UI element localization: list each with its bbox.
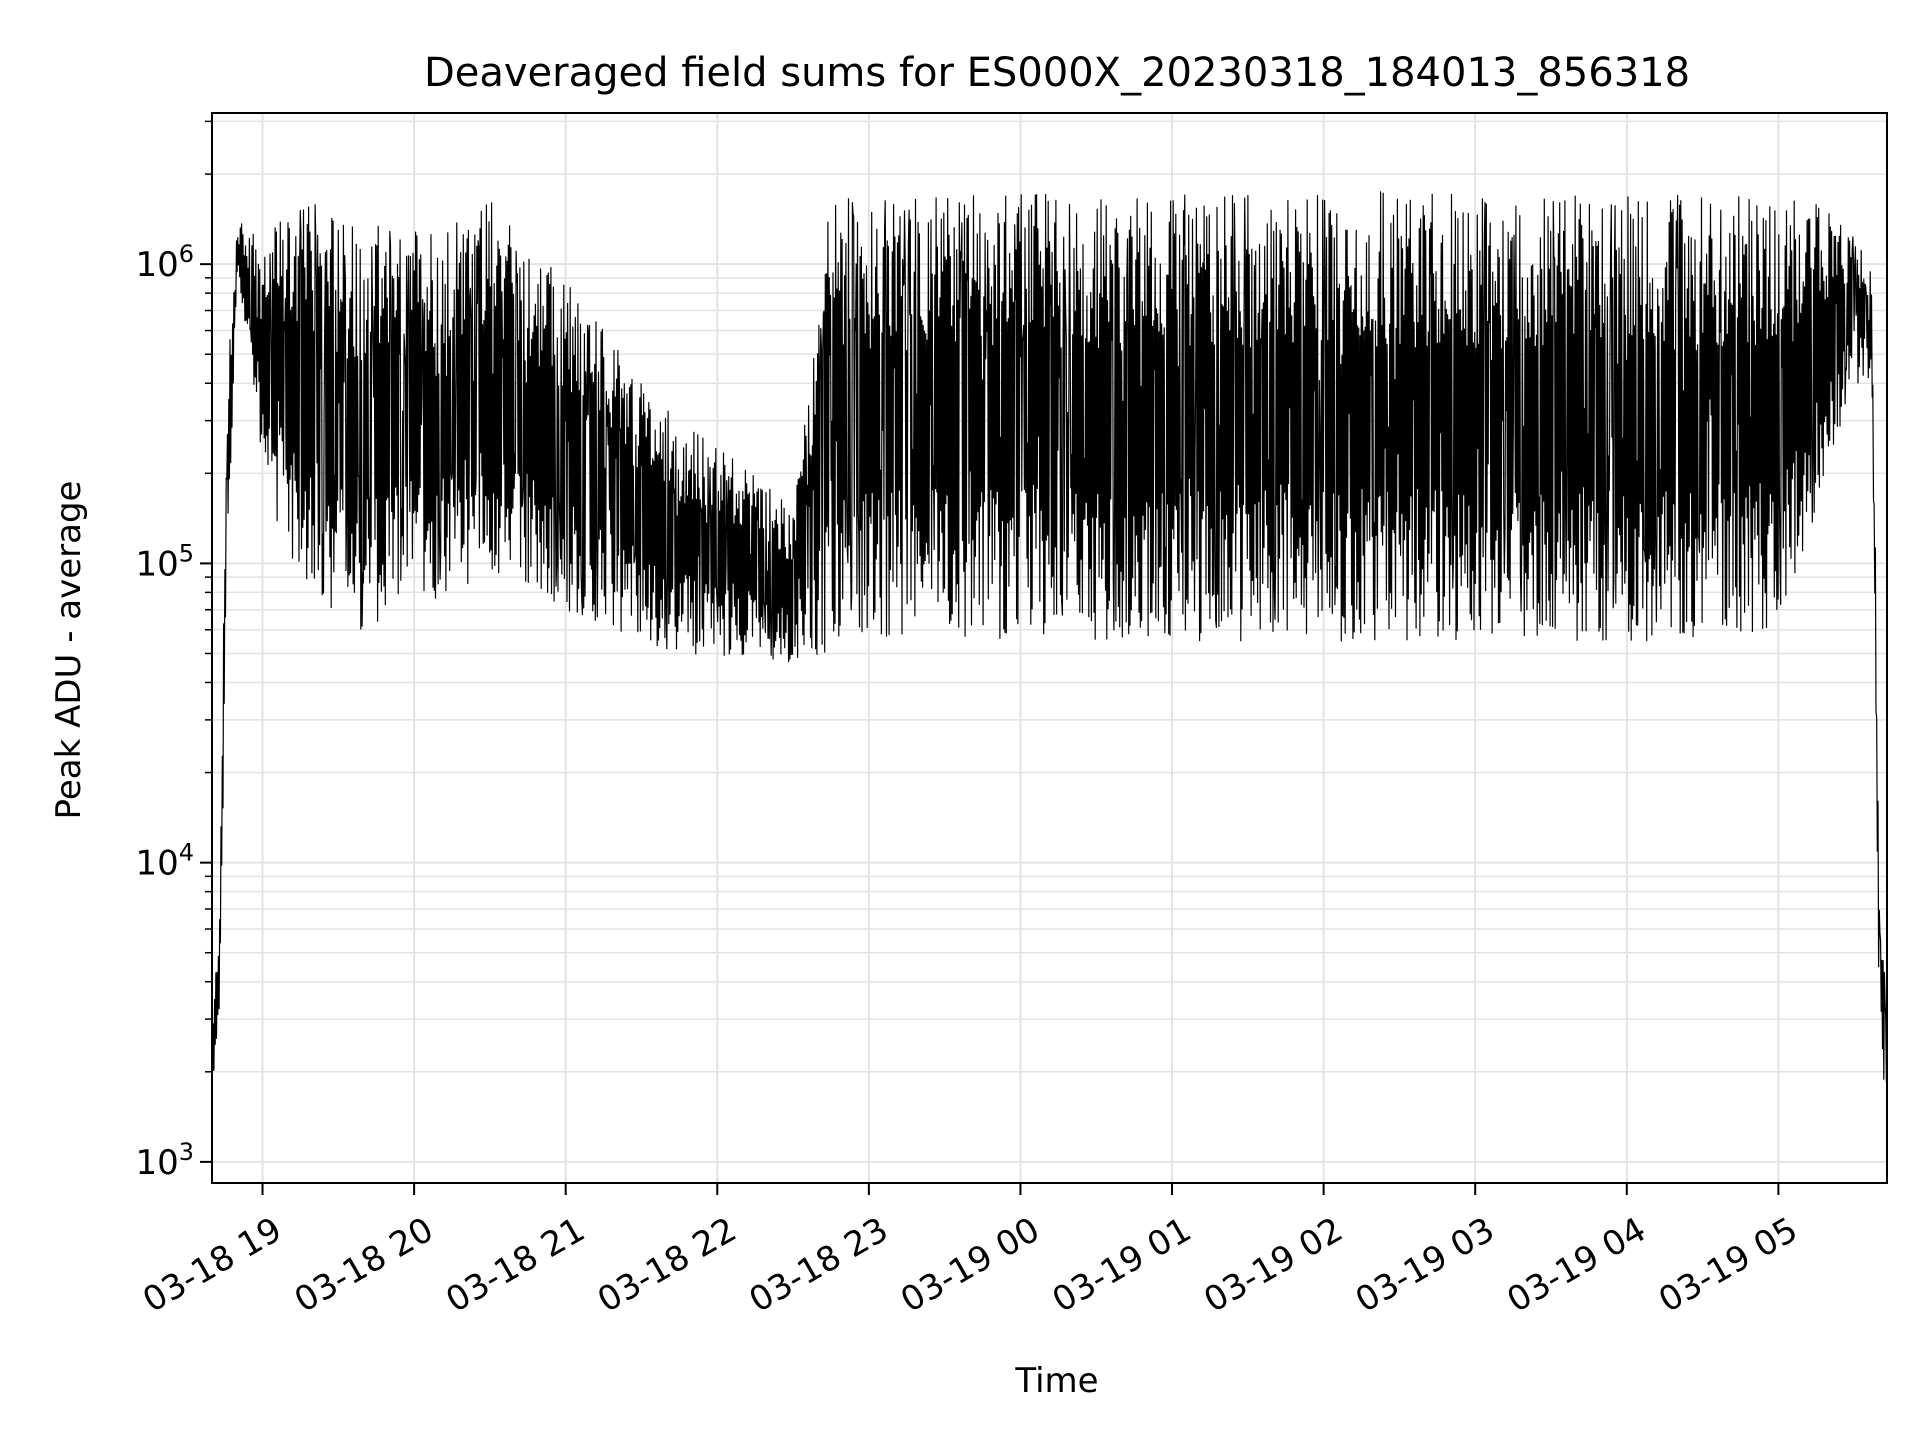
chart-title: Deaveraged field sums for ES000X_2023031…	[424, 50, 1690, 96]
y-tick-label: 104	[135, 839, 194, 884]
plot-frame	[211, 112, 1888, 1184]
grid-layer	[212, 113, 1887, 1183]
y-tick-label: 106	[135, 240, 194, 285]
series-line	[211, 191, 1888, 1083]
y-axis-label: Peak ADU - average	[49, 481, 89, 820]
y-tick-label: 105	[135, 539, 194, 584]
y-tick-label: 103	[135, 1138, 194, 1183]
x-axis-label: Time	[1014, 1361, 1098, 1401]
data-line-layer	[211, 191, 1888, 1083]
